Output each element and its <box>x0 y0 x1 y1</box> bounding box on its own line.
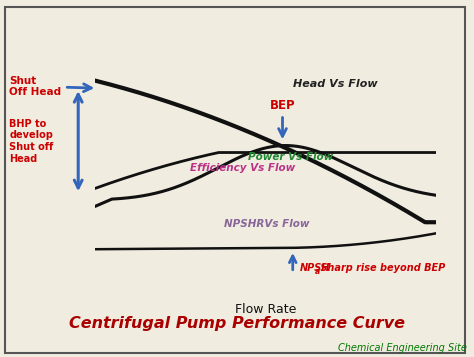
Text: Chemical Engineering Site: Chemical Engineering Site <box>338 343 467 353</box>
Text: Efficiency Vs Flow: Efficiency Vs Flow <box>191 162 296 172</box>
Text: BEP: BEP <box>270 99 295 136</box>
Text: BHP to
develop
Shut off
Head: BHP to develop Shut off Head <box>9 119 54 164</box>
Text: Power Vs Flow: Power Vs Flow <box>248 152 334 162</box>
Text: Sharp rise beyond BEP: Sharp rise beyond BEP <box>317 263 446 273</box>
Text: Shut
Off Head: Shut Off Head <box>9 76 91 97</box>
Text: a: a <box>315 267 320 276</box>
Text: NPSHRVs Flow: NPSHRVs Flow <box>225 219 310 229</box>
Text: Flow Rate: Flow Rate <box>235 303 296 316</box>
Text: Centrifugal Pump Performance Curve: Centrifugal Pump Performance Curve <box>69 316 405 331</box>
Text: Head Vs Flow: Head Vs Flow <box>293 79 377 89</box>
Text: NPSH: NPSH <box>300 263 330 273</box>
